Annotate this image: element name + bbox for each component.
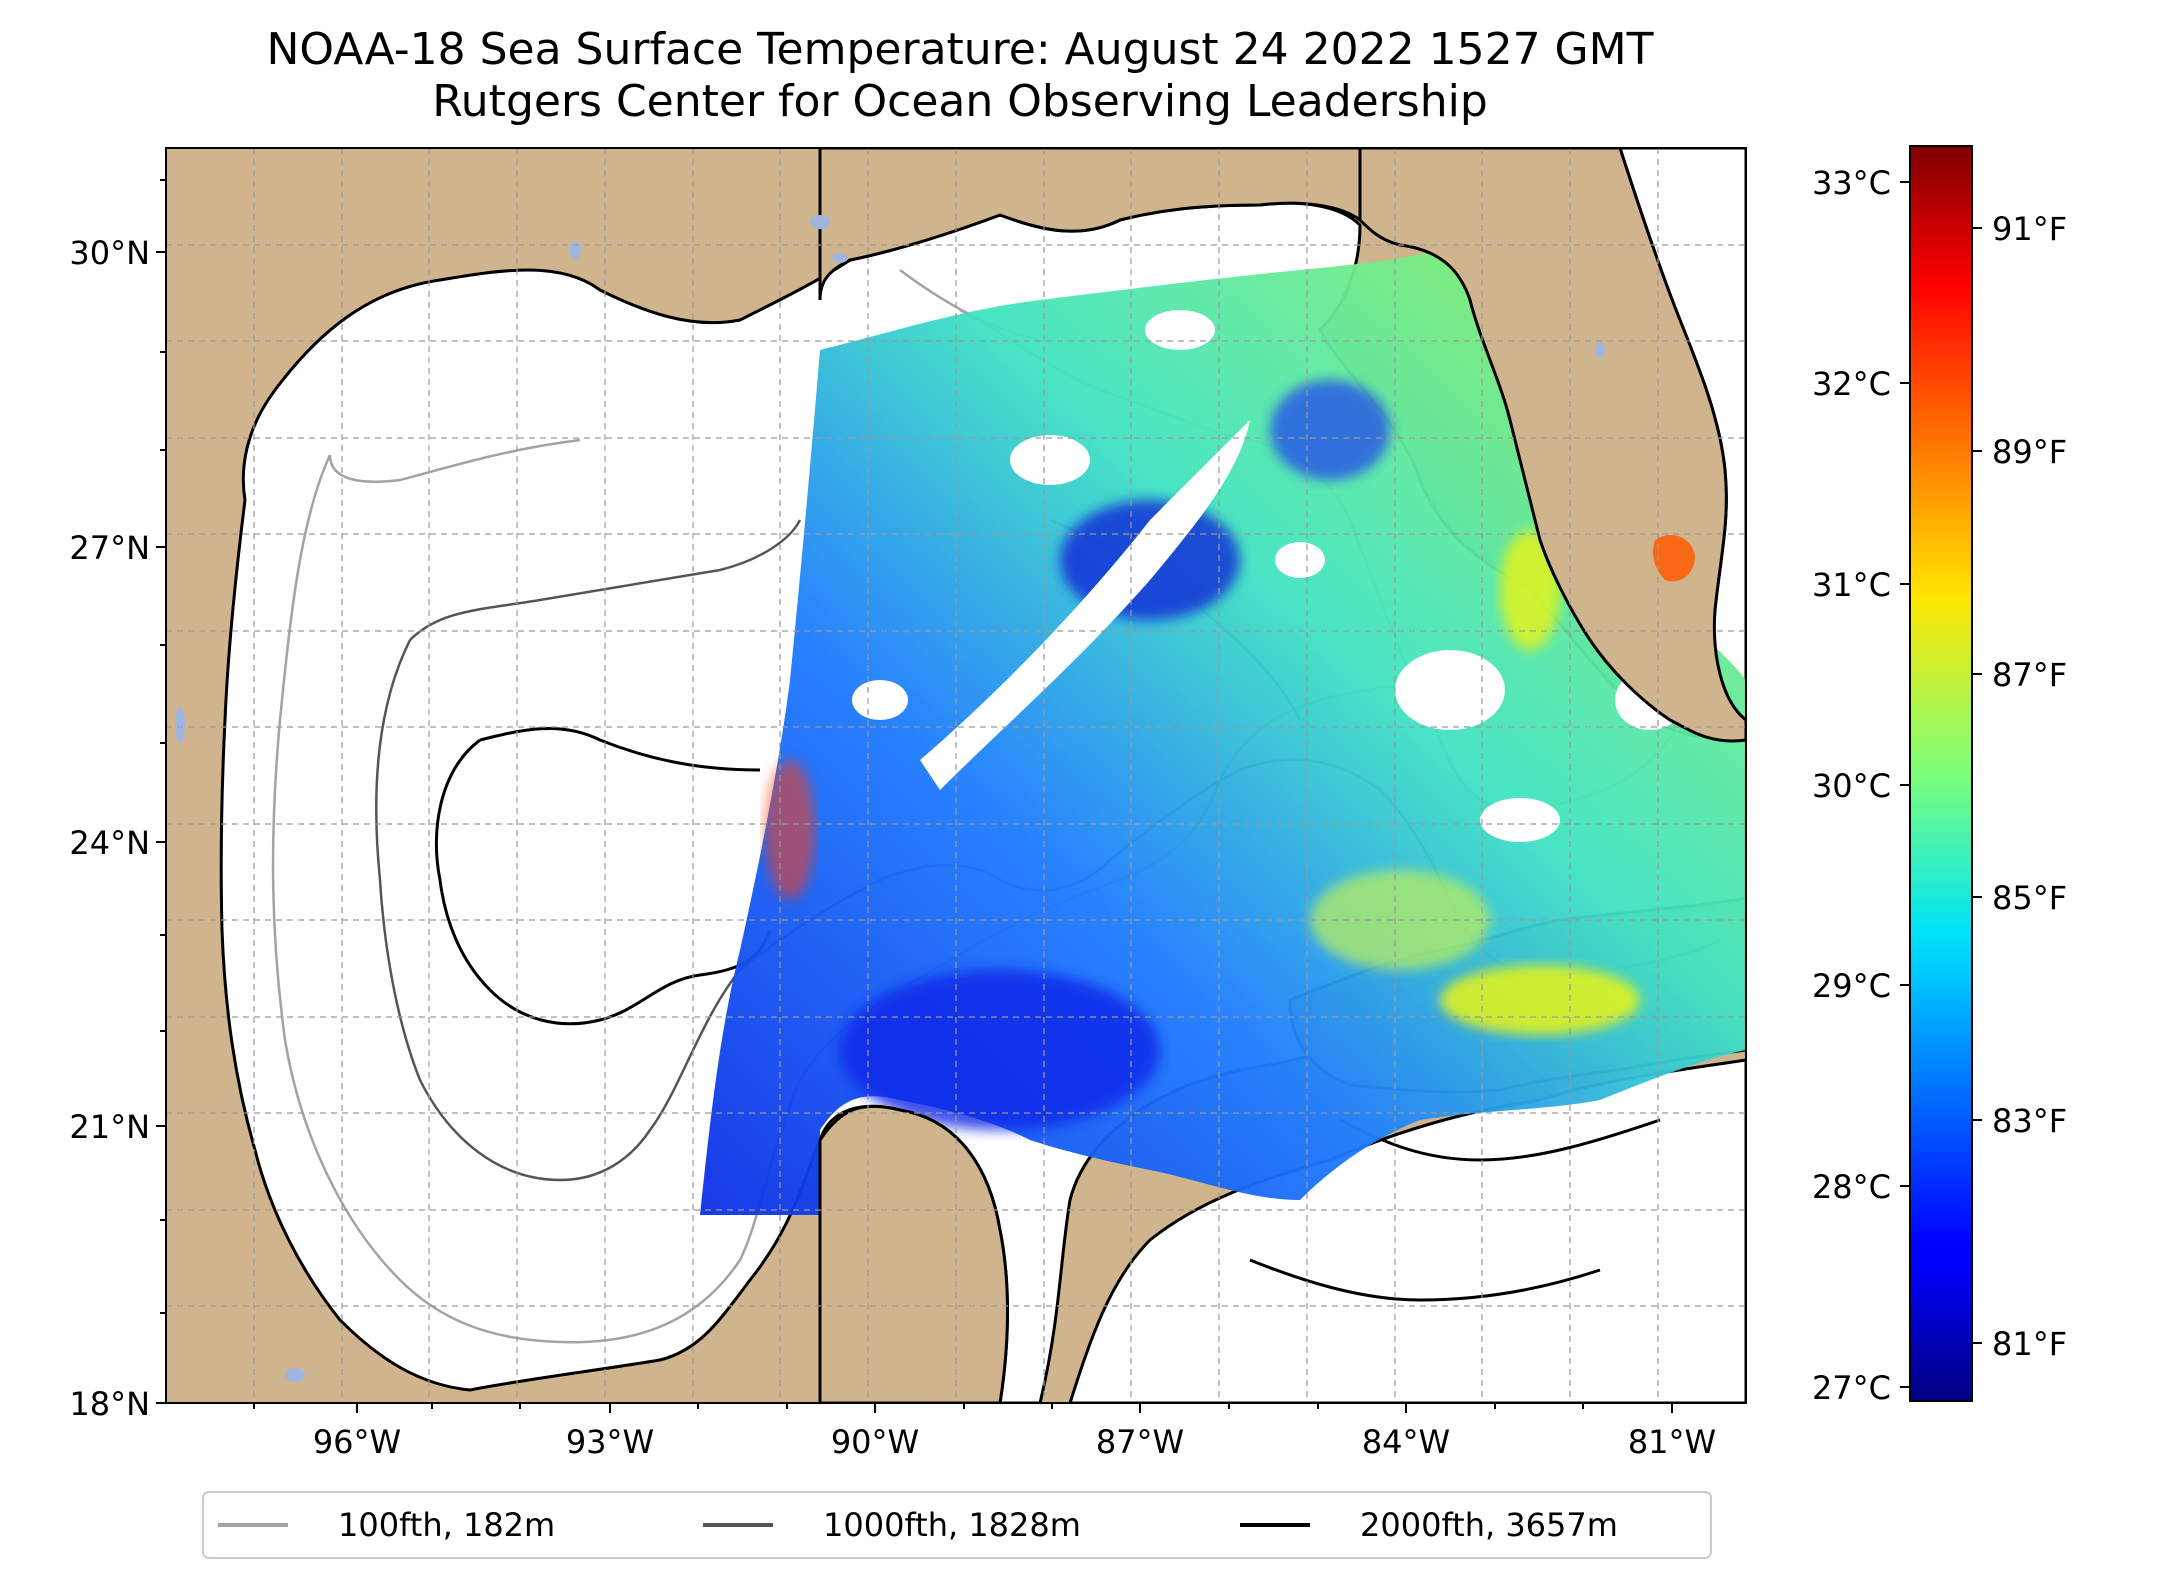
cbar-label-83f: 83°F [1992,1102,2067,1140]
yucatan-land [818,1104,1009,1403]
colorbar-gradient [1909,145,1973,1402]
colorbar-fahrenheit-labels: 91°F 89°F 87°F 85°F 83°F 81°F [1992,210,2067,1363]
cloud-gap-2 [1145,310,1215,350]
cbar-label-32c: 32°C [1812,365,1891,403]
colorbar: 33°C 32°C 31°C 30°C 29°C 28°C 27°C 91°F … [1812,145,2067,1407]
cbar-label-85f: 85°F [1992,879,2067,917]
cloud-gap-3 [1395,650,1505,730]
sst-hot-patch-loop [765,760,815,900]
lat-label-18n: 18°N [69,1385,150,1423]
sst-data-swath [700,250,1746,1215]
sst-warm-patch-florida [1500,530,1560,650]
legend-label-1000fth: 1000fth, 1828m [823,1506,1081,1544]
title-line-2: Rutgers Center for Ocean Observing Leade… [432,76,1488,127]
map-area [166,148,1746,1403]
cbar-label-29c: 29°C [1812,967,1891,1005]
us-gulf-coast-land [818,148,1362,301]
cbar-label-28c: 28°C [1812,1168,1891,1206]
contour-2000fth [434,726,1661,1302]
title-line-1: NOAA-18 Sea Surface Temperature: August … [266,24,1654,75]
map-gridlines [166,148,1746,1403]
lon-label-87w: 87°W [1096,1423,1184,1461]
lon-label-90w: 90°W [831,1423,919,1461]
lat-label-24n: 24°N [69,824,150,862]
cloud-gap-1 [1010,435,1090,485]
cbar-label-81f: 81°F [1992,1325,2067,1363]
lon-label-96w: 96°W [313,1423,401,1461]
cbar-label-33c: 33°C [1812,164,1891,202]
colorbar-celsius-labels: 33°C 32°C 31°C 30°C 29°C 28°C 27°C [1812,164,1891,1407]
cloud-gap-6 [1275,542,1325,578]
inland-lakes [175,215,1605,1382]
lon-label-93w: 93°W [566,1423,654,1461]
cbar-label-31c: 31°C [1812,566,1891,604]
colorbar-ticks [1900,181,1982,1388]
lake-small-5 [1595,342,1605,358]
lake-pontchartrain [810,215,830,229]
cloud-gap-band [920,420,1250,790]
lake-small-3 [175,707,185,743]
figure-title: NOAA-18 Sea Surface Temperature: August … [0,24,1920,128]
lat-label-27n: 27°N [69,529,150,567]
sst-cool-patch-northeast [1270,380,1390,480]
lake-okeechobee [1653,535,1695,582]
cbar-label-89f: 89°F [1992,433,2067,471]
cbar-label-30c: 30°C [1812,767,1891,805]
cbar-label-91f: 91°F [1992,210,2067,248]
cbar-label-87f: 87°F [1992,656,2067,694]
contour-legend: 100fth, 182m 1000fth, 1828m 2000fth, 365… [202,1491,1712,1559]
legend-box [202,1491,1712,1559]
lake-small-4 [285,1368,305,1382]
lon-label-81w: 81°W [1628,1423,1716,1461]
lake-small-2 [569,241,581,259]
longitude-labels: 96°W 93°W 90°W 87°W 84°W 81°W [313,1423,1716,1461]
lat-label-21n: 21°N [69,1108,150,1146]
cbar-label-27c: 27°C [1812,1369,1891,1407]
latitude-labels: 30°N 27°N 24°N 21°N 18°N [69,234,150,1423]
lake-small-1 [832,253,848,263]
legend-label-100fth: 100fth, 182m [338,1506,555,1544]
lon-label-84w: 84°W [1362,1423,1450,1461]
cloud-gap-4 [1480,798,1560,842]
sst-cool-patch-south [840,970,1160,1130]
map-frame [165,147,1747,1404]
cloud-gap-5 [852,680,908,720]
sst-warm-patch-cuba [1440,965,1640,1035]
lat-label-30n: 30°N [69,234,150,272]
axis-ticks [156,179,1673,1413]
legend-label-2000fth: 2000fth, 3657m [1360,1506,1618,1544]
